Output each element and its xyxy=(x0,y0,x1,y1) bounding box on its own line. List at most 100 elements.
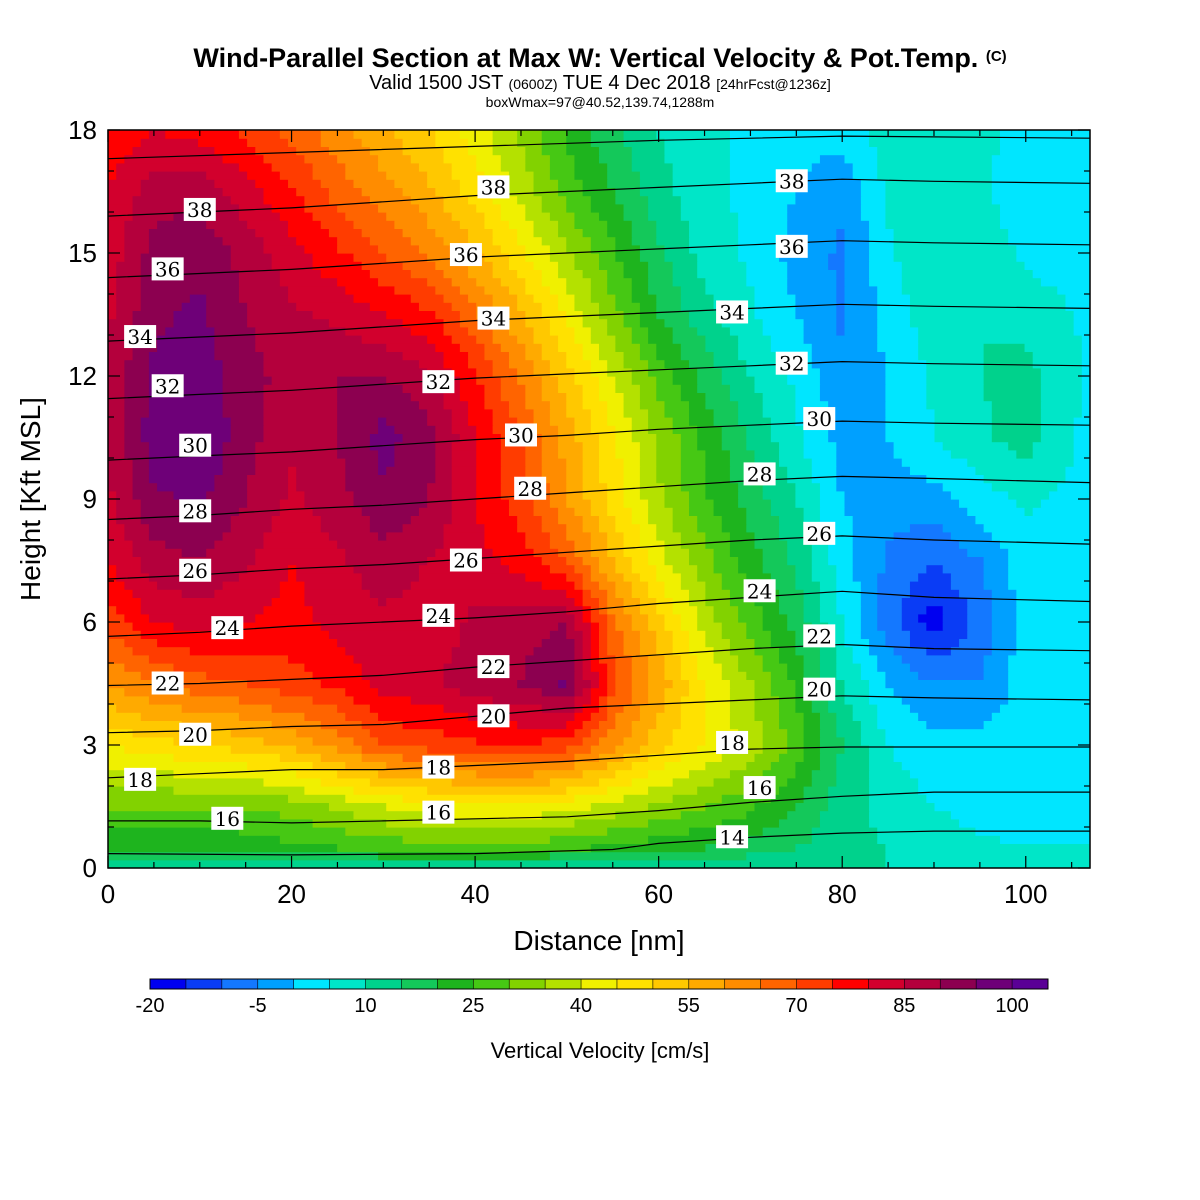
velocity-cell xyxy=(689,687,706,697)
velocity-cell xyxy=(525,400,551,410)
velocity-cell xyxy=(893,531,952,541)
velocity-cell xyxy=(705,712,731,721)
velocity-cell xyxy=(124,581,158,590)
velocity-cell xyxy=(108,654,150,664)
contour-label-box xyxy=(775,169,808,193)
velocity-cell xyxy=(811,704,829,713)
velocity-cell xyxy=(656,302,682,311)
velocity-cell xyxy=(623,482,641,492)
velocity-cell xyxy=(533,769,584,779)
velocity-cell xyxy=(132,351,150,361)
velocity-cell xyxy=(672,171,731,180)
velocity-cell xyxy=(230,515,273,525)
velocity-cell xyxy=(844,261,870,270)
velocity-cell xyxy=(574,704,584,713)
velocity-cell xyxy=(566,622,576,631)
velocity-cell xyxy=(795,802,829,812)
contour-label: 38 xyxy=(183,197,216,222)
velocity-cell xyxy=(648,581,666,590)
velocity-cell xyxy=(607,171,641,180)
velocity-cell xyxy=(582,736,600,746)
velocity-cell xyxy=(664,408,690,418)
velocity-cell xyxy=(819,581,837,590)
velocity-cell xyxy=(124,236,150,246)
velocity-cell xyxy=(787,212,862,221)
velocity-cell xyxy=(418,507,453,516)
velocity-cell xyxy=(124,417,142,426)
x-tick-label: 40 xyxy=(461,879,490,909)
velocity-cell xyxy=(623,540,641,549)
valid-time-zulu: (0600Z) xyxy=(508,76,558,92)
velocity-cell xyxy=(541,810,616,820)
velocity-cell xyxy=(263,425,338,434)
velocity-cell xyxy=(599,154,633,164)
colorbar-tick-label: 70 xyxy=(785,995,807,1017)
velocity-cell xyxy=(558,228,584,238)
velocity-cell xyxy=(255,449,338,459)
velocity-cell xyxy=(443,523,486,533)
chart-title-text: Wind-Parallel Section at Max W: Vertical… xyxy=(193,43,979,73)
velocity-cell xyxy=(500,458,526,467)
velocity-cell xyxy=(844,687,870,697)
velocity-cell xyxy=(599,695,608,705)
velocity-cell xyxy=(623,753,649,762)
velocity-cell xyxy=(533,187,559,197)
velocity-cell xyxy=(214,228,256,238)
velocity-cell xyxy=(754,753,780,762)
velocity-cell xyxy=(157,343,215,352)
velocity-cell xyxy=(648,203,682,213)
velocity-cell xyxy=(1081,335,1090,344)
velocity-cell xyxy=(574,367,592,377)
velocity-cell xyxy=(1008,490,1050,500)
velocity-cell xyxy=(582,351,600,361)
velocity-cell xyxy=(729,589,756,598)
velocity-cell xyxy=(787,261,829,270)
velocity-cell xyxy=(803,720,821,730)
velocity-cell xyxy=(279,507,314,516)
velocity-cell xyxy=(148,523,232,533)
velocity-cell xyxy=(607,646,625,656)
velocity-cell xyxy=(525,146,543,156)
velocity-cell xyxy=(148,458,224,467)
velocity-cell xyxy=(476,277,502,287)
velocity-cell xyxy=(124,531,150,541)
velocity-cell xyxy=(607,728,633,738)
velocity-cell xyxy=(844,613,862,623)
velocity-cell xyxy=(697,515,723,525)
velocity-cell xyxy=(639,605,657,615)
velocity-cell xyxy=(648,326,674,336)
velocity-cell xyxy=(713,777,756,787)
velocity-cell xyxy=(279,581,305,590)
velocity-cell xyxy=(664,490,690,500)
velocity-cell xyxy=(999,203,1090,213)
velocity-cell xyxy=(108,474,134,484)
velocity-cell xyxy=(754,540,788,549)
velocity-cell xyxy=(680,753,723,762)
velocity-cell xyxy=(828,630,846,639)
velocity-cell xyxy=(983,556,1009,566)
velocity-cell xyxy=(189,687,281,697)
velocity-cell xyxy=(590,335,616,344)
velocity-cell xyxy=(345,212,387,221)
velocity-cell xyxy=(590,359,608,369)
velocity-cell xyxy=(664,482,682,492)
velocity-cell xyxy=(582,646,592,656)
velocity-cell xyxy=(819,605,837,615)
velocity-cell xyxy=(148,228,215,238)
velocity-cell xyxy=(255,466,289,475)
velocity-cell xyxy=(623,646,641,656)
velocity-cell xyxy=(582,597,600,607)
velocity-cell xyxy=(549,253,576,262)
contour-label-box xyxy=(775,234,808,258)
velocity-cell xyxy=(558,376,576,385)
velocity-cell xyxy=(108,367,125,377)
velocity-cell xyxy=(705,695,731,705)
velocity-cell xyxy=(672,335,706,344)
velocity-cell xyxy=(206,671,314,680)
velocity-cell xyxy=(1032,441,1075,451)
colorbar-swatch xyxy=(760,979,797,989)
velocity-cell xyxy=(435,433,461,443)
velocity-cell xyxy=(689,236,739,246)
velocity-cell xyxy=(639,441,657,451)
velocity-cell xyxy=(950,449,1017,459)
